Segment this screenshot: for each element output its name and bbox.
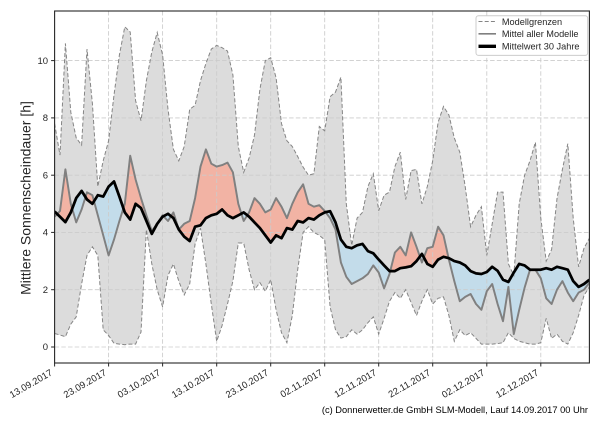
svg-text:(c) Donnerwetter.de GmbH SLM-M: (c) Donnerwetter.de GmbH SLM-Modell, Lau… — [322, 405, 588, 415]
svg-text:10: 10 — [38, 56, 49, 67]
svg-text:Mittel aller Modelle: Mittel aller Modelle — [502, 29, 579, 39]
svg-text:Modellgrenzen: Modellgrenzen — [502, 17, 562, 27]
svg-text:Mittelwert 30 Jahre: Mittelwert 30 Jahre — [502, 42, 580, 52]
svg-text:Mittlere Sonnenscheindauer [h]: Mittlere Sonnenscheindauer [h] — [18, 101, 34, 295]
svg-text:6: 6 — [43, 170, 48, 181]
svg-text:4: 4 — [43, 228, 48, 239]
svg-text:2: 2 — [43, 285, 48, 296]
svg-text:0: 0 — [43, 342, 48, 353]
svg-text:8: 8 — [43, 113, 48, 124]
